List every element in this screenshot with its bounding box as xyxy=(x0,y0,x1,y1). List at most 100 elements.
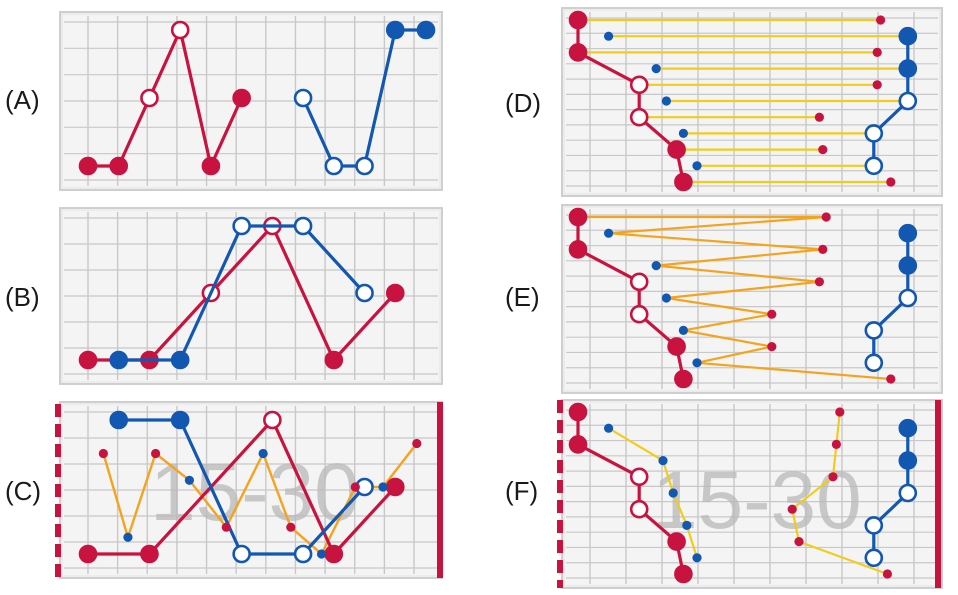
filled-marker xyxy=(78,156,98,176)
hollow-marker xyxy=(232,216,251,236)
small-dot xyxy=(882,569,893,579)
panel-e: (E) xyxy=(505,204,943,394)
hollow-marker xyxy=(898,288,918,308)
filled-marker xyxy=(568,207,588,227)
hollow-marker xyxy=(629,272,649,292)
red-trail xyxy=(791,411,888,576)
small-dot xyxy=(123,532,133,542)
filled-marker xyxy=(416,20,436,40)
hollow-marker xyxy=(293,216,313,236)
small-dot xyxy=(651,64,661,74)
hollow-marker xyxy=(629,304,649,324)
filled-marker xyxy=(674,369,693,389)
small-dot xyxy=(350,482,360,492)
panel-label: (F) xyxy=(505,476,538,506)
hollow-marker xyxy=(864,156,884,176)
small-dot xyxy=(412,438,422,449)
hollow-marker xyxy=(898,91,918,111)
panel-f: 15-30 (F) xyxy=(505,399,943,589)
filled-marker xyxy=(170,410,190,430)
small-dot xyxy=(818,145,828,155)
hollow-marker xyxy=(355,283,374,303)
panel-a: (A) xyxy=(5,11,443,191)
hollow-marker xyxy=(293,544,313,564)
small-dot xyxy=(821,212,831,222)
small-dot xyxy=(876,15,886,25)
hollow-marker xyxy=(629,467,649,487)
filled-marker xyxy=(898,26,918,46)
filled-marker xyxy=(201,156,221,176)
small-dot xyxy=(692,553,702,563)
filled-marker xyxy=(667,140,686,159)
small-dot xyxy=(787,504,797,514)
small-dot xyxy=(814,277,825,287)
small-dot xyxy=(886,177,896,187)
small-dot xyxy=(767,342,777,352)
small-dot xyxy=(258,448,268,459)
hollow-marker xyxy=(140,88,159,108)
panel-label: (C) xyxy=(5,476,41,506)
filled-marker xyxy=(568,240,588,259)
filled-marker xyxy=(667,532,686,551)
small-dot xyxy=(872,47,882,58)
small-dot xyxy=(872,80,882,90)
filled-marker xyxy=(324,350,344,370)
filled-marker xyxy=(898,418,918,438)
hollow-marker xyxy=(864,353,884,373)
small-dot xyxy=(151,448,161,459)
small-dot xyxy=(678,128,689,138)
hollow-marker xyxy=(629,75,649,95)
small-dot xyxy=(604,228,614,238)
filled-marker xyxy=(140,544,159,564)
filled-marker xyxy=(674,172,693,192)
hollow-marker xyxy=(898,483,918,503)
small-dot xyxy=(682,520,692,531)
filled-marker xyxy=(898,223,918,243)
small-dot xyxy=(814,112,825,122)
hollow-marker xyxy=(355,156,374,176)
small-dot xyxy=(794,537,804,547)
small-dot xyxy=(658,456,668,466)
small-dot xyxy=(184,475,194,485)
filled-marker xyxy=(667,337,686,356)
small-dot xyxy=(286,522,296,532)
small-dot xyxy=(661,96,672,106)
small-dot xyxy=(818,244,828,254)
filled-marker xyxy=(232,88,251,108)
hollow-marker xyxy=(324,156,344,176)
filled-marker xyxy=(324,544,344,564)
small-dot xyxy=(98,448,108,459)
small-dot xyxy=(378,482,388,492)
panel-b: (B) xyxy=(5,207,443,385)
hollow-marker xyxy=(629,499,649,519)
small-dot xyxy=(886,374,896,384)
hollow-marker xyxy=(263,410,282,430)
panel-label: (D) xyxy=(505,88,541,118)
hollow-marker xyxy=(629,107,649,127)
panel-label: (B) xyxy=(5,282,40,312)
hollow-marker xyxy=(864,548,884,568)
panel-c: 15-30 (C) xyxy=(5,401,443,579)
filled-marker xyxy=(78,350,98,370)
panel-label: (E) xyxy=(505,282,540,312)
filled-marker xyxy=(568,43,588,62)
filled-marker xyxy=(898,451,918,470)
filled-marker xyxy=(568,10,588,30)
hollow-marker xyxy=(293,88,313,108)
filled-marker xyxy=(385,20,405,40)
filled-marker xyxy=(385,477,405,497)
panel-label: (A) xyxy=(5,85,40,115)
small-dot xyxy=(651,261,661,271)
small-dot xyxy=(661,293,672,303)
small-dot xyxy=(604,423,614,433)
hollow-marker xyxy=(864,516,884,535)
watermark-text: 15-30 xyxy=(652,455,862,546)
small-dot xyxy=(835,407,845,417)
filled-marker xyxy=(674,564,693,584)
filled-marker xyxy=(385,283,405,303)
hollow-marker xyxy=(232,544,251,564)
filled-marker xyxy=(898,59,918,78)
small-dot xyxy=(668,488,678,498)
watermark-text: 15-30 xyxy=(150,447,360,538)
